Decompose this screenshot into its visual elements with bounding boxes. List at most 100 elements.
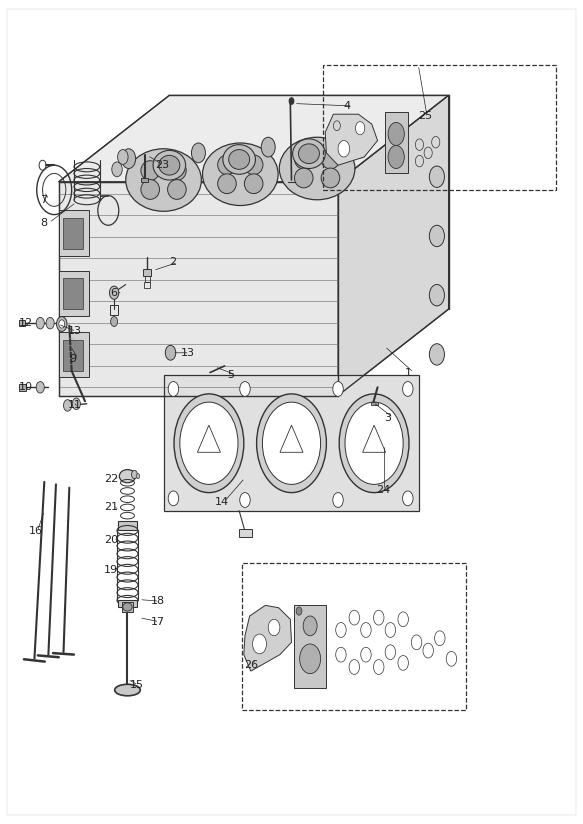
Ellipse shape — [141, 180, 160, 199]
Ellipse shape — [262, 402, 321, 485]
Ellipse shape — [112, 162, 122, 176]
Ellipse shape — [339, 394, 409, 493]
Text: 21: 21 — [104, 502, 118, 512]
Ellipse shape — [294, 149, 313, 169]
Text: 1: 1 — [405, 368, 412, 377]
Bar — [19, 384, 26, 391]
Text: 5: 5 — [227, 370, 234, 380]
Ellipse shape — [294, 168, 313, 188]
Ellipse shape — [126, 149, 201, 211]
Bar — [145, 282, 150, 288]
Text: 18: 18 — [151, 597, 165, 606]
Ellipse shape — [321, 149, 340, 169]
Ellipse shape — [298, 144, 319, 164]
Ellipse shape — [136, 474, 140, 479]
Ellipse shape — [252, 634, 266, 654]
Text: 25: 25 — [418, 111, 433, 121]
Ellipse shape — [244, 155, 263, 175]
Text: 13: 13 — [181, 348, 195, 358]
Text: 11: 11 — [68, 400, 82, 410]
Ellipse shape — [123, 603, 132, 611]
Ellipse shape — [180, 402, 238, 485]
Ellipse shape — [338, 141, 350, 157]
Bar — [59, 332, 89, 377]
Ellipse shape — [132, 471, 138, 479]
Bar — [143, 269, 152, 276]
Ellipse shape — [261, 138, 275, 157]
Text: 14: 14 — [215, 498, 229, 508]
Text: 24: 24 — [376, 485, 390, 495]
Bar — [145, 276, 150, 282]
Ellipse shape — [223, 145, 255, 174]
Ellipse shape — [110, 286, 119, 299]
Bar — [63, 278, 83, 309]
Ellipse shape — [244, 174, 263, 194]
Ellipse shape — [333, 382, 343, 396]
Ellipse shape — [268, 620, 280, 636]
Ellipse shape — [159, 156, 180, 175]
Bar — [239, 529, 252, 537]
Polygon shape — [59, 96, 448, 181]
Text: 12: 12 — [19, 318, 33, 328]
Bar — [19, 320, 25, 326]
Ellipse shape — [57, 316, 67, 331]
Ellipse shape — [118, 150, 128, 165]
Ellipse shape — [240, 493, 250, 508]
Ellipse shape — [356, 143, 367, 158]
Ellipse shape — [191, 143, 205, 163]
Ellipse shape — [168, 491, 178, 506]
Text: 16: 16 — [29, 527, 43, 536]
Ellipse shape — [122, 149, 136, 168]
Text: 6: 6 — [110, 288, 117, 297]
Bar — [63, 218, 83, 249]
Ellipse shape — [300, 644, 321, 673]
Ellipse shape — [293, 139, 325, 168]
Bar — [242, 564, 466, 709]
Text: 17: 17 — [151, 617, 165, 627]
Ellipse shape — [289, 98, 294, 105]
Ellipse shape — [166, 345, 175, 360]
Polygon shape — [325, 115, 378, 166]
Polygon shape — [164, 375, 419, 511]
Ellipse shape — [202, 143, 278, 205]
Ellipse shape — [111, 316, 118, 326]
Ellipse shape — [429, 284, 444, 306]
Ellipse shape — [229, 150, 250, 169]
Ellipse shape — [167, 161, 186, 180]
Ellipse shape — [46, 317, 54, 329]
Ellipse shape — [174, 394, 244, 493]
Ellipse shape — [388, 146, 405, 168]
Ellipse shape — [333, 493, 343, 508]
Ellipse shape — [217, 155, 236, 175]
Text: 10: 10 — [19, 382, 33, 392]
Text: 22: 22 — [104, 475, 118, 485]
Bar — [118, 601, 137, 607]
Bar — [59, 210, 89, 255]
Ellipse shape — [356, 122, 365, 135]
Text: 23: 23 — [155, 160, 169, 171]
Text: 20: 20 — [104, 535, 118, 545]
Bar — [142, 177, 149, 181]
Ellipse shape — [429, 166, 444, 187]
Polygon shape — [338, 96, 448, 396]
Text: 7: 7 — [40, 194, 47, 205]
Bar — [294, 606, 326, 687]
Bar — [110, 305, 118, 315]
Ellipse shape — [115, 684, 141, 695]
Ellipse shape — [403, 491, 413, 506]
Text: 3: 3 — [385, 413, 392, 423]
Ellipse shape — [240, 382, 250, 396]
Ellipse shape — [257, 394, 326, 493]
Ellipse shape — [429, 225, 444, 246]
Ellipse shape — [388, 123, 405, 146]
Ellipse shape — [362, 131, 373, 146]
Text: 9: 9 — [69, 353, 76, 363]
Ellipse shape — [168, 382, 178, 396]
Text: 26: 26 — [244, 660, 258, 671]
Ellipse shape — [64, 400, 72, 411]
Ellipse shape — [279, 138, 355, 199]
Text: 19: 19 — [104, 565, 118, 575]
Ellipse shape — [303, 616, 317, 636]
Ellipse shape — [72, 398, 80, 410]
Ellipse shape — [59, 320, 65, 328]
